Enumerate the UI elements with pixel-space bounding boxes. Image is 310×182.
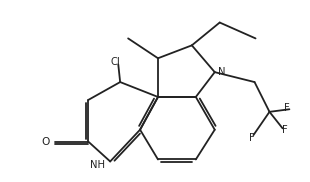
Text: O: O <box>42 137 50 147</box>
Text: NH: NH <box>90 160 105 170</box>
Text: Cl: Cl <box>110 57 120 67</box>
Text: F: F <box>249 133 255 143</box>
Text: F: F <box>281 125 287 135</box>
Text: F: F <box>284 103 290 113</box>
Text: N: N <box>219 67 226 77</box>
